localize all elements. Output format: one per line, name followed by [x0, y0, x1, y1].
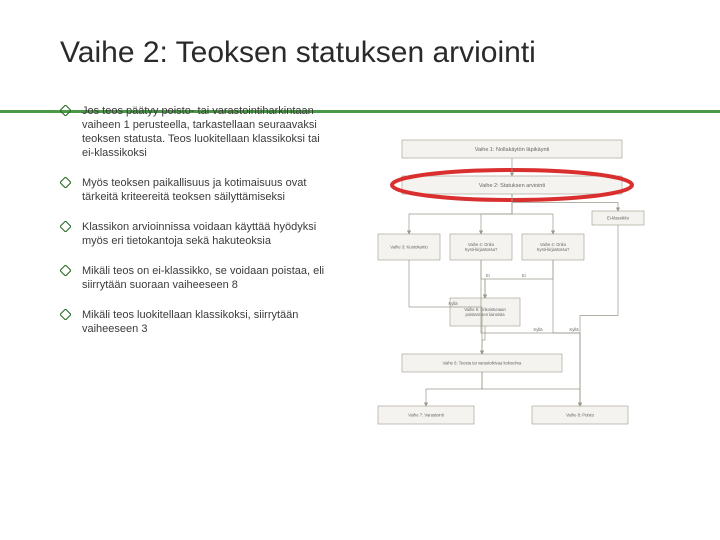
- flowchart-edge: [426, 372, 482, 406]
- slide: Vaihe 2: Teoksen statuksen arviointi Jos…: [0, 0, 720, 540]
- diamond-bullet-icon: [60, 265, 71, 276]
- svg-text:Vaihe 4: OnkoKysti-kirjastossa: Vaihe 4: OnkoKysti-kirjastossa?: [537, 242, 570, 252]
- diamond-bullet-icon: [60, 177, 71, 188]
- bullet-text: Mikäli teos on ei-klassikko, se voidaan …: [82, 265, 324, 291]
- svg-text:Vaihe 2: Statuksen arviointi: Vaihe 2: Statuksen arviointi: [479, 183, 545, 189]
- svg-text:Vaihe 1: Nollakäytön läpikäynt: Vaihe 1: Nollakäytön läpikäynti: [475, 147, 550, 153]
- bullet-item: Jos teos päätyy poisto- tai varastointih…: [60, 104, 334, 160]
- bullet-item: Mikäli teos on ei-klassikko, se voidaan …: [60, 264, 334, 292]
- flowchart-edge: [481, 260, 485, 298]
- flowchart-box-v3: Vaihe 3: Kuntokartio: [378, 234, 440, 260]
- flowchart-box-v8: Vaihe 8: Poisto: [532, 406, 628, 424]
- flowchart: Vaihe 1: Nollakäytön läpikäynti Vaihe 2: …: [362, 104, 662, 474]
- edge-label: Ei: [522, 273, 526, 278]
- bullet-item: Mikäli teos luokitellaan klassikoksi, si…: [60, 308, 334, 336]
- svg-text:Vaihe 5: Erikoistunaanpoistami: Vaihe 5: Erikoistunaanpoistaminen lainoi…: [464, 307, 506, 317]
- flowchart-box-v4a: Vaihe 4: OnkoKysti-kirjastossa?: [450, 234, 512, 260]
- flowchart-edge: [553, 260, 580, 406]
- diamond-bullet-icon: [60, 105, 71, 116]
- flowchart-edge: [409, 260, 482, 354]
- bullet-text: Myös teoksen paikallisuus ja kotimaisuus…: [82, 177, 306, 203]
- edge-label: Kyllä: [449, 301, 459, 306]
- edge-label: Ei: [486, 273, 490, 278]
- flowchart-edge: [482, 326, 485, 354]
- svg-text:Vaihe 4: OnkoKysti-kirjastossa: Vaihe 4: OnkoKysti-kirjastossa?: [465, 242, 498, 252]
- edge-label: Kyllä: [570, 327, 580, 332]
- bullet-text: Mikäli teos luokitellaan klassikoksi, si…: [82, 309, 298, 335]
- flowchart-edge: [580, 225, 618, 406]
- bullet-item: Myös teoksen paikallisuus ja kotimaisuus…: [60, 176, 334, 204]
- bullet-item: Klassikon arvioinnissa voidaan käyttää h…: [60, 220, 334, 248]
- bullet-text: Klassikon arvioinnissa voidaan käyttää h…: [82, 221, 316, 247]
- flowchart-box-v1: Vaihe 1: Nollakäytön läpikäynti: [402, 140, 622, 158]
- svg-text:Vaihe 8: Poisto: Vaihe 8: Poisto: [566, 412, 595, 417]
- content-row: Jos teos päätyy poisto- tai varastointih…: [60, 104, 672, 474]
- bullet-text: Jos teos päätyy poisto- tai varastointih…: [82, 105, 320, 159]
- svg-text:Vaihe 6: Teosta tai varastoiki: Vaihe 6: Teosta tai varastoikivaa kokoel…: [443, 360, 522, 365]
- flowchart-edge: [482, 372, 580, 406]
- flowchart-box-v5: Vaihe 5: Erikoistunaanpoistaminen lainoi…: [450, 298, 520, 326]
- svg-text:Ei-klassikko: Ei-klassikko: [607, 215, 630, 220]
- diamond-bullet-icon: [60, 309, 71, 320]
- bullet-list: Jos teos päätyy poisto- tai varastointih…: [60, 104, 334, 353]
- svg-text:Vaihe 7: Varastointi: Vaihe 7: Varastointi: [408, 412, 444, 417]
- svg-text:Vaihe 3: Kuntokartio: Vaihe 3: Kuntokartio: [390, 244, 428, 249]
- flowchart-box-v6: Vaihe 6: Teosta tai varastoikivaa kokoel…: [402, 354, 562, 372]
- flowchart-box-eiK: Ei-klassikko: [592, 211, 644, 225]
- flowchart-box-v4b: Vaihe 4: OnkoKysti-kirjastossa?: [522, 234, 584, 260]
- edge-label: Kyllä: [534, 327, 544, 332]
- flowchart-edge: [485, 260, 553, 298]
- flowchart-box-v7: Vaihe 7: Varastointi: [378, 406, 474, 424]
- flowchart-box-v2: Vaihe 2: Statuksen arviointi: [402, 176, 622, 194]
- diamond-bullet-icon: [60, 221, 71, 232]
- slide-title: Vaihe 2: Teoksen statuksen arviointi: [60, 36, 580, 70]
